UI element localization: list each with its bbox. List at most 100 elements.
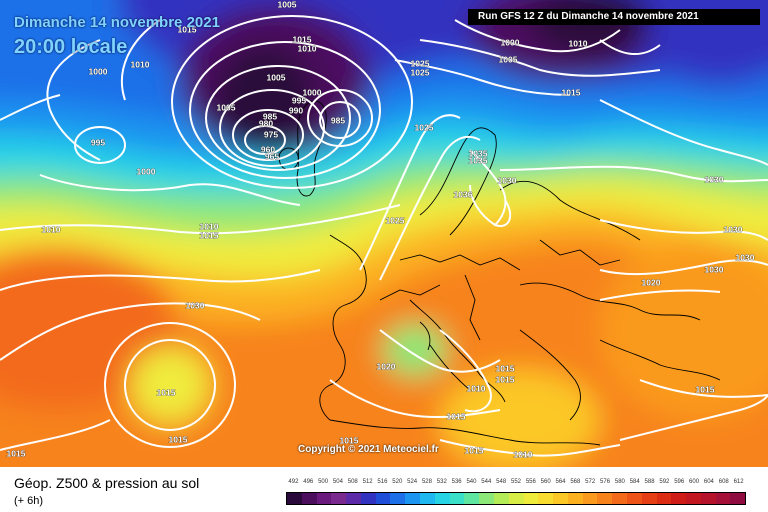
isobar-label: 1015 [200, 230, 219, 240]
isobar-label: 1025 [415, 122, 434, 132]
scale-swatch [331, 493, 347, 504]
isobar-label: 1025 [386, 215, 405, 225]
scale-label: 528 [421, 479, 432, 485]
scale-swatch [656, 493, 672, 504]
scale-label: 612 [733, 479, 744, 485]
isobar-label: 1015 [696, 384, 715, 394]
scale-label: 588 [644, 479, 655, 485]
isobar-label: 1000 [89, 66, 108, 76]
color-scale [286, 492, 746, 505]
isobar-label: 1015 [496, 374, 515, 384]
scale-label: 600 [689, 479, 700, 485]
scale-swatch [626, 493, 642, 504]
scale-label: 552 [510, 479, 522, 485]
isobar-label: 1000 [137, 166, 156, 176]
isobar-label: 1030 [736, 252, 755, 262]
isobar-label: 1035 [469, 148, 488, 158]
scale-swatch [597, 493, 613, 504]
isobar-label: 960 [261, 144, 275, 154]
isobar-label: 1015 [465, 445, 484, 455]
scale-label: 508 [347, 479, 358, 485]
isobar-label: 1035 [469, 155, 488, 165]
scale-swatch [360, 493, 376, 504]
scale-swatch [405, 493, 421, 504]
scale-label: 492 [288, 479, 299, 485]
isobar-label: 1010 [200, 221, 219, 231]
scale-swatch [301, 493, 317, 504]
scale-label: 604 [703, 479, 714, 485]
isobar-label: 980 [259, 118, 273, 128]
isobar-label: 995 [292, 95, 306, 105]
isobar-label: 1010 [514, 449, 533, 459]
isobar-label: 1020 [377, 361, 396, 371]
scale-swatch [730, 493, 746, 504]
legend-footer: Géop. Z500 & pression au sol (+ 6h) 492 4… [0, 467, 768, 512]
scale-label: 532 [436, 479, 447, 485]
isobar-label: 1036 [454, 189, 473, 199]
copyright-notice: Copyright © 2021 Meteociel.fr [298, 444, 439, 455]
isobar-label: 1030 [186, 300, 205, 310]
isobar-label: 985 [263, 111, 277, 121]
isobar-label: 1005 [217, 102, 236, 112]
isobar-label: 1005 [267, 72, 286, 82]
isobar-label: 1030 [724, 224, 743, 234]
coastlines [278, 100, 721, 446]
isobar-label: 1000 [303, 87, 322, 97]
scale-label: 608 [718, 479, 729, 485]
scale-label: 572 [585, 479, 596, 485]
isobar-label: 1010 [42, 224, 61, 234]
isobar-label: 1020 [642, 277, 661, 287]
isobar-label: 1010 [298, 43, 317, 53]
isobar-label: 975 [264, 129, 278, 139]
isobar-label: 1015 [293, 34, 312, 44]
scale-swatch [671, 493, 687, 504]
scale-label: 540 [466, 479, 477, 485]
scale-swatch [479, 493, 494, 504]
scale-label: 596 [674, 479, 685, 485]
isobar-label: 1025 [411, 67, 430, 77]
scale-swatch [538, 493, 554, 504]
scale-label: 560 [540, 479, 551, 485]
isobar-label: 995 [91, 137, 105, 147]
isobar-label: 1015 [169, 434, 188, 444]
scale-label: 544 [481, 479, 492, 485]
isobar-label: 1000 [501, 37, 520, 47]
isobar-label: 1030 [705, 174, 724, 184]
run-banner: Run GFS 12 Z du Dimanche 14 novembre 202… [468, 9, 760, 25]
scale-swatch [316, 493, 332, 504]
isobar-label: 1015 [496, 363, 515, 373]
scale-label: 520 [392, 479, 403, 485]
scale-swatch [420, 493, 435, 504]
scale-label: 592 [659, 479, 670, 485]
isobars [0, 15, 768, 457]
isobar-label: 1015 [157, 387, 176, 397]
scale-swatch [375, 493, 391, 504]
isobar-label: 1010 [467, 383, 486, 393]
forecast-offset: (+ 6h) [14, 495, 44, 507]
scale-swatch [567, 493, 583, 504]
isobar-label: 1030 [498, 175, 517, 185]
scale-swatch [715, 493, 731, 504]
scale-label: 580 [614, 479, 625, 485]
isobar-label: 1005 [499, 54, 518, 64]
isobar-label: 990 [289, 105, 303, 115]
scale-label: 568 [570, 479, 581, 485]
scale-label: 548 [496, 479, 507, 485]
chart-title: Géop. Z500 & pression au sol [14, 475, 200, 491]
isobar-label: 1015 [7, 448, 26, 458]
scale-label: 564 [555, 479, 566, 485]
isobar-label: 1015 [178, 24, 197, 34]
scale-swatch [287, 493, 302, 504]
isobar-label: 1010 [131, 59, 150, 69]
scale-label: 584 [629, 479, 640, 485]
scale-label: 556 [525, 479, 536, 485]
scale-swatch [582, 493, 598, 504]
isobar-label: 1015 [340, 435, 359, 445]
scale-swatch [700, 493, 716, 504]
scale-swatch [346, 493, 361, 504]
isobar-label: 1005 [278, 0, 297, 9]
scale-label: 512 [362, 479, 373, 485]
scale-swatch [493, 493, 509, 504]
